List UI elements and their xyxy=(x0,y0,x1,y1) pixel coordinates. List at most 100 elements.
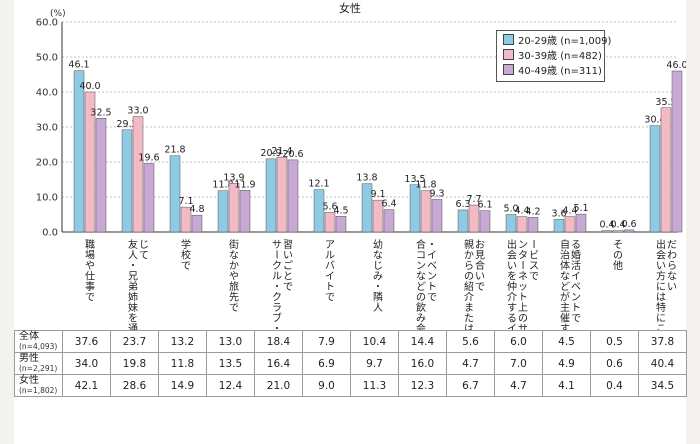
category-label-char: に xyxy=(656,313,666,325)
bar-value-label: 11.9 xyxy=(234,179,255,190)
bar-value-label: 7.7 xyxy=(466,194,481,205)
category-label-char: の xyxy=(464,272,474,283)
table-cell: 16.4 xyxy=(254,352,303,375)
category-label-char: ・ xyxy=(371,281,382,291)
bar-value-label: 46.0 xyxy=(666,60,686,71)
legend-label: 30-39歳 (n=482) xyxy=(518,51,602,62)
category-label-char: 上 xyxy=(518,302,528,314)
table-cell: 21.0 xyxy=(254,374,303,397)
category-label-char: る xyxy=(507,313,517,325)
category-label-char: を xyxy=(128,313,138,325)
y-tick-label: 30.0 xyxy=(36,123,58,134)
category-label-char: 介 xyxy=(464,292,474,304)
table-cell: 34.5 xyxy=(638,374,687,397)
category-label-char: す xyxy=(560,323,570,330)
category-label-char: 婚 xyxy=(571,249,581,262)
table-cell: 9.0 xyxy=(302,374,351,397)
category-label-char: と xyxy=(283,271,293,283)
bar xyxy=(479,210,491,233)
category-label-char: タ xyxy=(518,250,528,262)
bar xyxy=(527,217,539,233)
category-label-char: か xyxy=(464,250,474,262)
category-label-char: い xyxy=(475,272,485,283)
bar-value-label: 32.5 xyxy=(90,107,111,118)
bar-value-label: 13.9 xyxy=(223,172,244,183)
row-label: 男性 xyxy=(19,352,39,364)
category-label-char: ど xyxy=(560,281,570,293)
legend-entry: 30-39歳 (n=482) xyxy=(503,49,602,63)
category-label-char: る xyxy=(571,239,581,251)
bar-value-label: 4.4 xyxy=(562,206,577,217)
category-label-char: で xyxy=(475,282,485,293)
category-label-char: 合 xyxy=(475,259,485,272)
bar-value-label: 19.6 xyxy=(138,152,159,163)
table-row: 全体 (n=4,093) 37.6 23.7 13.2 13.0 18.4 7.9 10.4 14… xyxy=(14,330,687,353)
y-tick-label: 50.0 xyxy=(36,53,58,64)
table-row-header: 男性 (n=2,291) xyxy=(14,352,63,375)
y-tick-label: 0.0 xyxy=(42,228,58,239)
category-label-char: い xyxy=(656,261,666,272)
category-label-char: す xyxy=(507,302,517,314)
legend-label: 40-49歳 (n=311) xyxy=(518,66,602,77)
category-label-char: 人 xyxy=(373,302,383,314)
table-cell: 12.4 xyxy=(206,374,255,397)
bar xyxy=(191,214,203,233)
category-label-char: サ xyxy=(272,239,282,251)
y-tick-label: 10.0 xyxy=(36,193,58,204)
category-label-char: ・ xyxy=(126,260,137,270)
bar-chart: 女性 (%) 0.0 10.0 20.0 30.0 40.0 50.0 60.0 46.1 40.0… xyxy=(36,1,686,330)
bar-value-label: 33.0 xyxy=(127,106,148,117)
bar-value-label: 9.1 xyxy=(370,189,385,200)
bar xyxy=(228,183,240,233)
legend-swatch xyxy=(503,34,514,45)
table-cell: 5.6 xyxy=(446,330,495,353)
bar xyxy=(265,158,277,233)
table-cell: 14.9 xyxy=(158,374,207,397)
bar xyxy=(276,156,288,233)
category-label-char: ー xyxy=(516,260,527,270)
category-label-char: ・ xyxy=(270,281,281,291)
category-label-char: ベ xyxy=(427,260,437,272)
category-label-char: 弟 xyxy=(128,281,138,293)
bar-value-label: 12.1 xyxy=(308,179,329,190)
table-cell: 9.7 xyxy=(350,352,399,375)
category-label-char: ル xyxy=(272,272,282,283)
category-label-char: ブ xyxy=(272,312,282,325)
table-cell: 13.2 xyxy=(158,330,207,353)
bar xyxy=(516,216,528,233)
bar xyxy=(335,216,347,233)
category-label-char: ル xyxy=(325,251,335,262)
category-label-char: 会 xyxy=(656,249,666,262)
bar-value-label: 4.4 xyxy=(514,206,529,217)
chart-legend: 20-29歳 (n=1,009) 30-39歳 (n=482) 40-49歳 (… xyxy=(496,30,611,82)
category-label-char: ト xyxy=(518,293,528,304)
bar-value-label: 21.8 xyxy=(164,145,185,156)
category-label-char: な xyxy=(416,271,426,283)
category-label-char: み xyxy=(416,314,426,325)
category-label-char: で xyxy=(529,272,539,283)
category-label-char: た xyxy=(464,313,474,325)
category-label-char: 仲 xyxy=(507,280,517,293)
bar xyxy=(553,219,565,233)
category-label-char: の xyxy=(613,251,623,262)
legend-swatch xyxy=(503,64,514,75)
bar-value-label: 3.6 xyxy=(551,208,566,219)
category-label-char: サ xyxy=(518,323,528,330)
bar-value-label: 4.8 xyxy=(189,204,204,215)
category-label-char: わ xyxy=(667,250,677,262)
category-label-char: こ xyxy=(656,324,666,330)
table-row: 男性 (n=2,291) 34.0 19.8 11.8 13.5 16.4 6.9 9.7 16.… xyxy=(14,352,687,375)
category-label-char: 他 xyxy=(613,259,623,272)
category-label-char: 合 xyxy=(416,238,426,251)
table-cell: 16.0 xyxy=(398,352,447,375)
category-label-char: ト xyxy=(571,303,581,314)
category-label-char: ら xyxy=(464,260,474,272)
legend-label: 20-29歳 (n=1,009) xyxy=(518,36,612,47)
bar xyxy=(612,230,624,233)
bar-value-label: 4.5 xyxy=(333,205,348,216)
category-label-char: い xyxy=(667,282,677,293)
table-cell: 13.0 xyxy=(206,330,255,353)
category-label-char: ク xyxy=(272,260,282,272)
category-label-char: の xyxy=(518,314,528,325)
category-label-char: じ xyxy=(373,260,383,272)
